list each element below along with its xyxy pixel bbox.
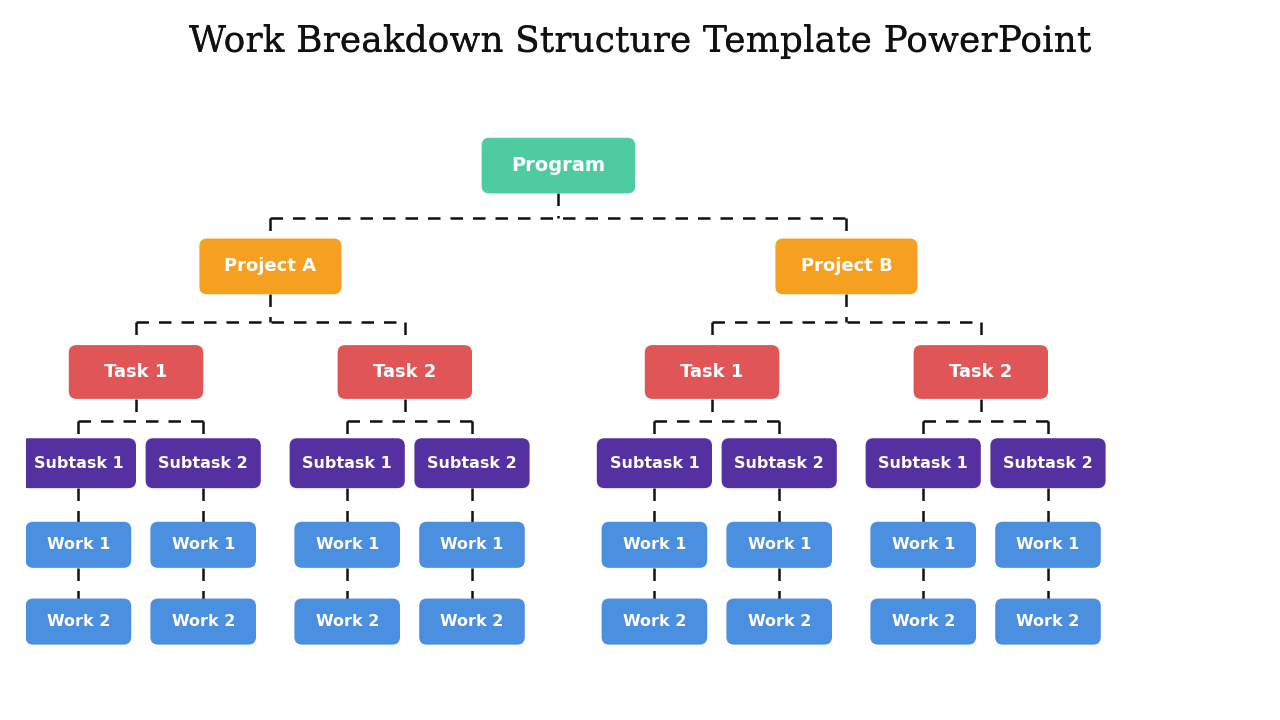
Text: Work Breakdown Structure Template PowerPoint: Work Breakdown Structure Template PowerP… xyxy=(189,25,1091,59)
FancyBboxPatch shape xyxy=(727,522,832,568)
Text: Task 2: Task 2 xyxy=(948,363,1012,381)
FancyBboxPatch shape xyxy=(338,345,472,399)
FancyBboxPatch shape xyxy=(420,598,525,644)
FancyBboxPatch shape xyxy=(481,138,635,194)
Text: Subtask 2: Subtask 2 xyxy=(1004,456,1093,471)
Text: Task 1: Task 1 xyxy=(104,363,168,381)
Text: Work 2: Work 2 xyxy=(1016,614,1080,629)
FancyBboxPatch shape xyxy=(294,522,401,568)
FancyBboxPatch shape xyxy=(200,238,342,294)
Text: Work 2: Work 2 xyxy=(315,614,379,629)
Text: Subtask 2: Subtask 2 xyxy=(159,456,248,471)
FancyBboxPatch shape xyxy=(727,598,832,644)
FancyBboxPatch shape xyxy=(20,438,136,488)
Text: Subtask 2: Subtask 2 xyxy=(428,456,517,471)
FancyBboxPatch shape xyxy=(722,438,837,488)
Text: Work Breakdown Structure Template PowerPoint: Work Breakdown Structure Template PowerP… xyxy=(189,24,1091,58)
Text: Work 1: Work 1 xyxy=(748,537,812,552)
FancyBboxPatch shape xyxy=(415,438,530,488)
Text: Subtask 1: Subtask 1 xyxy=(302,456,392,471)
FancyBboxPatch shape xyxy=(26,522,132,568)
FancyBboxPatch shape xyxy=(151,598,256,644)
Text: Task 2: Task 2 xyxy=(372,363,436,381)
FancyBboxPatch shape xyxy=(26,598,132,644)
Text: Work 1: Work 1 xyxy=(46,537,110,552)
Text: Work 2: Work 2 xyxy=(46,614,110,629)
Text: Work 1: Work 1 xyxy=(891,537,955,552)
FancyBboxPatch shape xyxy=(146,438,261,488)
FancyBboxPatch shape xyxy=(602,598,708,644)
Text: Work 1: Work 1 xyxy=(1016,537,1080,552)
FancyBboxPatch shape xyxy=(996,598,1101,644)
Text: Work 2: Work 2 xyxy=(440,614,504,629)
Text: Subtask 1: Subtask 1 xyxy=(609,456,699,471)
Text: Task 1: Task 1 xyxy=(680,363,744,381)
FancyBboxPatch shape xyxy=(870,522,977,568)
Text: Work 2: Work 2 xyxy=(172,614,236,629)
FancyBboxPatch shape xyxy=(914,345,1048,399)
FancyBboxPatch shape xyxy=(870,598,977,644)
FancyBboxPatch shape xyxy=(294,598,401,644)
Text: Work 2: Work 2 xyxy=(622,614,686,629)
FancyBboxPatch shape xyxy=(151,522,256,568)
FancyBboxPatch shape xyxy=(289,438,404,488)
Text: Subtask 1: Subtask 1 xyxy=(878,456,968,471)
FancyBboxPatch shape xyxy=(596,438,712,488)
FancyBboxPatch shape xyxy=(602,522,708,568)
FancyBboxPatch shape xyxy=(420,522,525,568)
Text: Work 1: Work 1 xyxy=(315,537,379,552)
FancyBboxPatch shape xyxy=(776,238,918,294)
Text: Project A: Project A xyxy=(224,257,316,275)
Text: Subtask 2: Subtask 2 xyxy=(735,456,824,471)
Text: Work 1: Work 1 xyxy=(622,537,686,552)
Text: Work 1: Work 1 xyxy=(440,537,504,552)
Text: Work 1: Work 1 xyxy=(172,537,236,552)
FancyBboxPatch shape xyxy=(645,345,780,399)
FancyBboxPatch shape xyxy=(69,345,204,399)
Text: Program: Program xyxy=(511,156,605,175)
Text: Project B: Project B xyxy=(800,257,892,275)
Text: Work 2: Work 2 xyxy=(748,614,812,629)
FancyBboxPatch shape xyxy=(865,438,980,488)
Text: Work 2: Work 2 xyxy=(891,614,955,629)
FancyBboxPatch shape xyxy=(996,522,1101,568)
Text: Subtask 1: Subtask 1 xyxy=(33,456,123,471)
FancyBboxPatch shape xyxy=(991,438,1106,488)
